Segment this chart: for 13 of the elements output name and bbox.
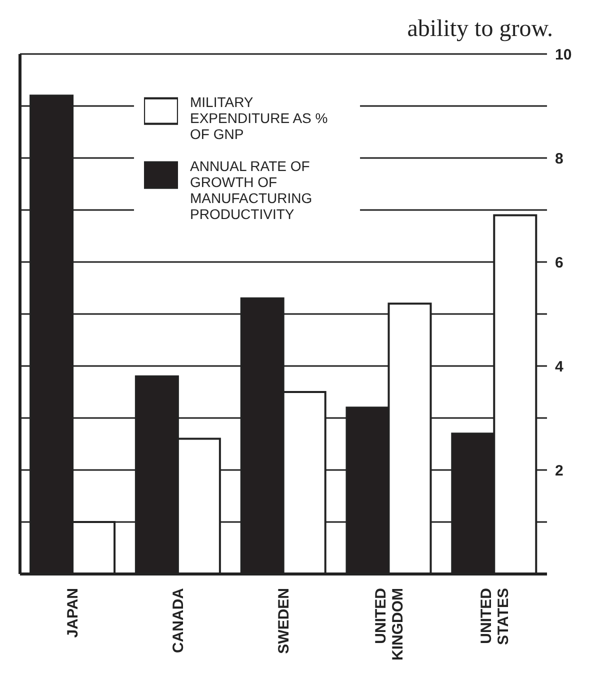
x-tick-label: UNITED KINGDOM: [372, 588, 406, 660]
y-tick-label: 4: [555, 358, 564, 376]
x-tick-label: CANADA: [170, 588, 188, 653]
y-tick-label: 8: [555, 150, 564, 168]
text: ability to grow.: [407, 16, 553, 43]
x-tick-label: UNITED STATES: [478, 588, 512, 645]
y-tick-label: 6: [555, 254, 564, 272]
y-tick-label: 2: [555, 462, 564, 480]
x-tick-label: SWEDEN: [276, 588, 292, 654]
legend-label: MILITARY EXPENDITURE AS % OF GNP: [190, 94, 329, 142]
legend-label: ANNUAL RATE OF GROWTH OF MANUFACTURING PRODUCTIVITY: [190, 158, 314, 222]
x-tick-label: JAPAN: [64, 588, 82, 638]
y-tick-label: 10: [555, 46, 572, 64]
